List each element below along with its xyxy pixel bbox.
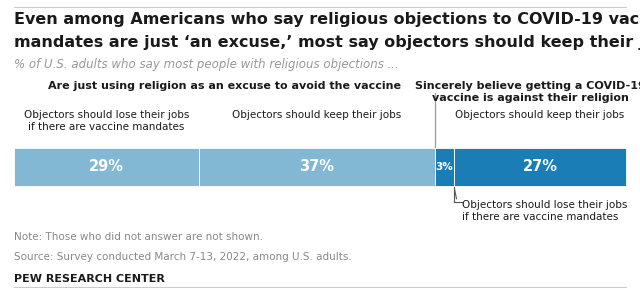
- Text: 3%: 3%: [435, 162, 453, 172]
- Text: Note: Those who did not answer are not shown.: Note: Those who did not answer are not s…: [14, 232, 263, 242]
- Text: 37%: 37%: [300, 159, 334, 174]
- Text: 27%: 27%: [522, 159, 557, 174]
- Text: 29%: 29%: [89, 159, 124, 174]
- Text: Are just using religion as an excuse to avoid the vaccine: Are just using religion as an excuse to …: [48, 81, 401, 91]
- Text: Objectors should lose their jobs
if there are vaccine mandates: Objectors should lose their jobs if ther…: [462, 200, 628, 222]
- Text: Objectors should keep their jobs: Objectors should keep their jobs: [455, 110, 625, 120]
- Text: Objectors should keep their jobs: Objectors should keep their jobs: [232, 110, 401, 120]
- Text: % of U.S. adults who say most people with religious objections ...: % of U.S. adults who say most people wit…: [14, 58, 399, 71]
- Text: Sincerely believe getting a COVID-19
vaccine is against their religion: Sincerely believe getting a COVID-19 vac…: [415, 81, 640, 103]
- Text: PEW RESEARCH CENTER: PEW RESEARCH CENTER: [14, 274, 165, 284]
- Text: Even among Americans who say religious objections to COVID-19 vaccine: Even among Americans who say religious o…: [14, 12, 640, 27]
- Text: mandates are just ‘an excuse,’ most say objectors should keep their jobs: mandates are just ‘an excuse,’ most say …: [14, 35, 640, 50]
- Text: Objectors should lose their jobs
if there are vaccine mandates: Objectors should lose their jobs if ther…: [24, 110, 189, 132]
- Text: Source: Survey conducted March 7-13, 2022, among U.S. adults.: Source: Survey conducted March 7-13, 202…: [14, 252, 352, 262]
